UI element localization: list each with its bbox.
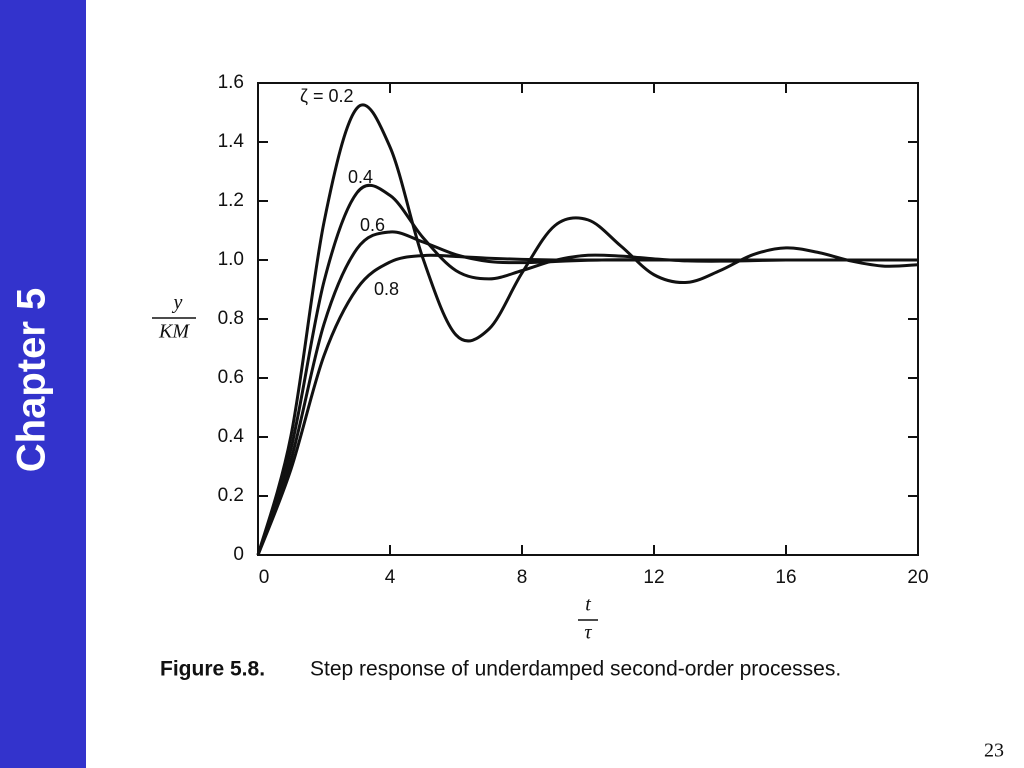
page-number: 23 (984, 740, 1004, 762)
sidebar-text: Chapter 5 (10, 288, 54, 473)
y-label: KM (158, 321, 190, 343)
y-tick-label: 0.2 (218, 485, 244, 506)
y-tick-label: 0.6 (218, 367, 244, 388)
x-label: τ (584, 622, 592, 644)
plot-frame (257, 82, 919, 556)
series-line (256, 103, 919, 556)
x-label: t (585, 594, 591, 616)
y-label: y (172, 292, 183, 314)
x-tick-label: 20 (907, 567, 928, 588)
caption-label: Figure 5.8. (160, 658, 265, 681)
x-tick-label: 16 (775, 567, 796, 588)
series-line (256, 253, 918, 556)
y-tick-label: 0.8 (218, 308, 244, 329)
y-tick-label: 1.6 (218, 72, 244, 93)
y-tick-label: 0.4 (218, 426, 245, 447)
x-tick-label: 12 (643, 567, 664, 588)
caption: Step response of underdamped second-orde… (310, 658, 841, 681)
x-tick-label: 8 (517, 567, 528, 588)
y-tick-label: 1.4 (218, 131, 245, 152)
sidebar (0, 0, 86, 768)
y-tick-label: 1.2 (218, 190, 244, 211)
series-label: ζ = 0.2 (300, 86, 353, 106)
y-tick-label: 1.0 (218, 249, 244, 270)
series-label: 0.4 (348, 167, 373, 187)
x-tick-label: 4 (385, 567, 396, 588)
x-tick-label: 0 (259, 567, 270, 588)
series-line (256, 183, 918, 556)
y-tick-label: 0 (233, 544, 244, 565)
series-line (256, 230, 918, 556)
series-label: 0.6 (360, 215, 385, 235)
series-label: 0.8 (374, 279, 399, 299)
